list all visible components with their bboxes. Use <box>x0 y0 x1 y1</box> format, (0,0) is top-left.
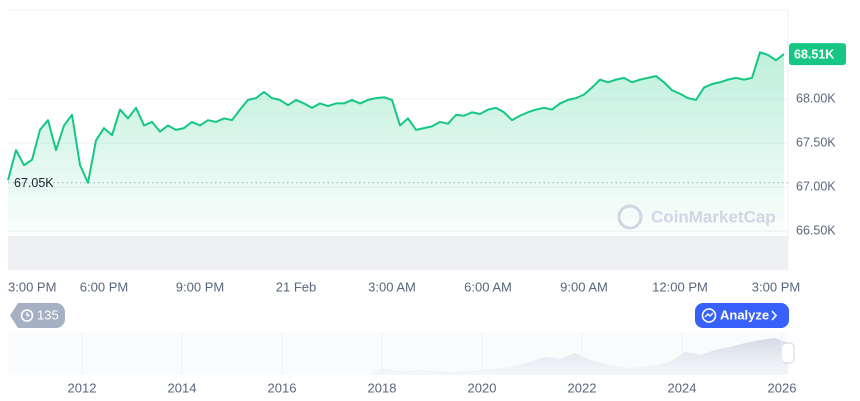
history-button[interactable]: 135 <box>10 303 65 328</box>
x-tick-label: 6:00 PM <box>80 279 128 294</box>
y-tick-label: 67.00K <box>796 179 836 193</box>
current-price-badge <box>789 43 846 66</box>
y-tick-label: 68.00K <box>796 91 836 105</box>
reference-label: 67.05K <box>14 176 54 190</box>
navigator-label: 2014 <box>168 380 197 395</box>
navigator-label: 2024 <box>668 380 697 395</box>
x-tick-label: 12:00 PM <box>652 279 708 294</box>
price-line <box>7 51 785 184</box>
x-tick-label: 9:00 AM <box>560 279 608 294</box>
current-price-label: 68.51K <box>794 47 834 61</box>
history-count[interactable]: 135 <box>37 307 59 322</box>
navigator-handle[interactable] <box>781 342 795 364</box>
navigator-label: 2026 <box>768 380 797 395</box>
analyze-label[interactable]: Analyze <box>720 307 769 322</box>
navigator-label: 2016 <box>268 380 297 395</box>
watermark: CoinMarketCap <box>617 204 776 230</box>
x-tick-label: 21 Feb <box>276 279 316 294</box>
navigator-label: 2018 <box>368 380 397 395</box>
area <box>8 52 784 236</box>
analyze-button[interactable]: Analyze <box>695 303 789 328</box>
x-tick-label: 9:00 PM <box>176 279 224 294</box>
watermark-text: CoinMarketCap <box>651 207 776 226</box>
volume-area <box>8 236 788 270</box>
x-tick-label: 3:00 PM <box>752 279 800 294</box>
navigator-label: 2012 <box>68 380 97 395</box>
y-tick-label: 67.50K <box>796 135 836 149</box>
x-tick-label: 3:00 AM <box>368 279 416 294</box>
navigator-area <box>370 338 788 375</box>
x-tick-label: 6:00 AM <box>464 279 512 294</box>
navigator-label: 2020 <box>468 380 497 395</box>
y-tick-label: 66.50K <box>796 224 836 238</box>
navigator-label: 2022 <box>568 380 597 395</box>
x-tick-label: 3:00 PM <box>8 279 56 294</box>
